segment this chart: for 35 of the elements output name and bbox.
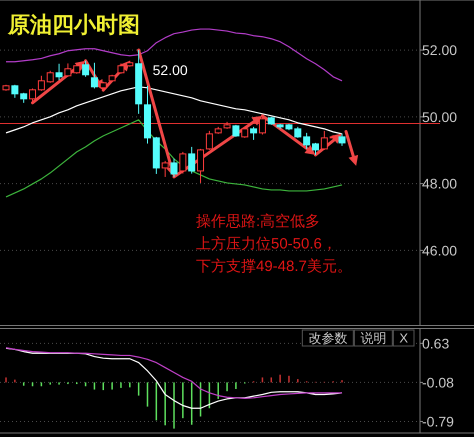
line-series	[5, 347, 343, 399]
y-tick-label: 52.00	[422, 42, 458, 58]
y-tick-label: -0.79	[422, 413, 454, 430]
candlestick	[241, 127, 248, 138]
text: 原油四小时图	[7, 12, 140, 37]
y-tick-label: 0.63	[422, 335, 450, 352]
candlestick	[90, 62, 98, 89]
candlestick	[312, 142, 319, 156]
candlestick	[232, 124, 240, 138]
candlestick	[188, 146, 196, 174]
candlestick	[162, 160, 169, 178]
button: 改参数	[302, 330, 354, 346]
y-tick-label: -0.08	[422, 374, 454, 390]
annotation: 下方支撑49-48.7美元。	[196, 258, 352, 275]
annotation: 52.00	[152, 62, 188, 78]
candlestick	[258, 115, 266, 136]
y-tick-label: 46.00	[422, 242, 458, 258]
annotation: 上方压力位50-50.6，	[196, 236, 337, 252]
candlestick	[197, 148, 204, 184]
line-series	[5, 119, 343, 198]
candlestick	[338, 133, 346, 146]
y-tick-label: 50.00	[422, 108, 458, 125]
annotation: 操作思路:高空低多	[196, 213, 320, 230]
candlestick	[82, 60, 90, 78]
candlestick	[250, 126, 258, 140]
button: X	[392, 330, 414, 346]
candlestick	[170, 158, 178, 178]
candlestick	[117, 62, 124, 74]
y-tick-label: 48.00	[422, 176, 458, 192]
candlestick	[206, 130, 213, 150]
candlestick	[29, 88, 36, 104]
button: 说明	[354, 330, 393, 346]
candlestick	[56, 63, 63, 81]
candlestick	[179, 151, 186, 174]
annotation: 改参数	[308, 330, 348, 346]
